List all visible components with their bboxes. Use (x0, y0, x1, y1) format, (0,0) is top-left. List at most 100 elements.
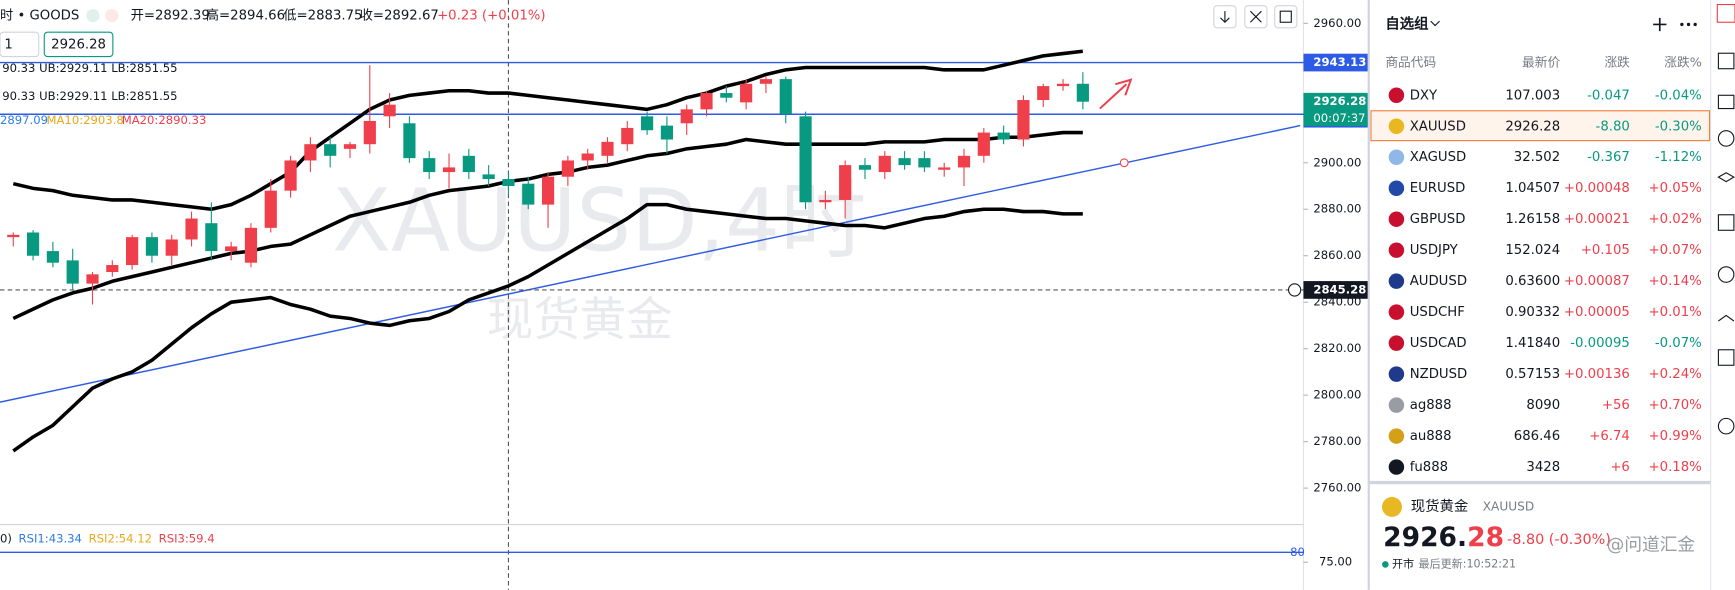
symbol-icon (1388, 366, 1405, 382)
status-icon (105, 8, 119, 23)
chart-buttons (1213, 5, 1298, 29)
toolbar-icon[interactable] (1718, 314, 1735, 322)
column-header: 最新价 (1522, 55, 1560, 70)
last-price-label: 2926.28 (1313, 94, 1366, 108)
row-percent: +0.01% (1649, 305, 1702, 320)
toolbar-icon[interactable] (1716, 3, 1735, 23)
rsi-tick-label: 75.00 (1319, 555, 1352, 569)
toolbar-icon[interactable] (1717, 172, 1735, 183)
candle-body (759, 79, 773, 84)
band-line (12, 49, 1084, 212)
candle-body (621, 127, 634, 145)
candle-body (581, 153, 594, 161)
symbol-icon (1388, 149, 1405, 165)
toolbar-icon[interactable] (1717, 349, 1735, 366)
symbol-icon (1388, 428, 1405, 444)
candle-body (343, 144, 357, 149)
crosshair-add-button[interactable] (1287, 283, 1302, 297)
row-symbol: AUDUSD (1410, 274, 1467, 289)
candle-body (126, 237, 139, 266)
toolbar-icon[interactable] (1717, 266, 1735, 283)
selected-row[interactable] (1370, 110, 1711, 142)
ma10-indicator: MA10:2903.8 (46, 113, 123, 127)
row-symbol: DXY (1410, 88, 1438, 103)
toolbar-icon[interactable] (1717, 94, 1735, 110)
symbol-icon (1382, 496, 1402, 517)
row-last: 2926.28 (1505, 119, 1560, 134)
candle-body (898, 158, 911, 166)
candle-body (106, 265, 119, 272)
status-dot (1382, 561, 1389, 568)
plot-area (0, 0, 1304, 590)
candle-body (641, 116, 654, 131)
add-button[interactable] (1653, 17, 1667, 32)
symbol-icon (1388, 273, 1405, 289)
candle-body (1037, 86, 1050, 101)
ohlc-low: 低=2883.75 (283, 8, 362, 24)
symbol-icon (1388, 459, 1405, 475)
y-tick-label: 2760.00 (1313, 481, 1361, 495)
row-change: -8.80 (1596, 119, 1630, 134)
candle-body (46, 251, 59, 263)
candle-body (264, 190, 277, 228)
candle-body (205, 223, 218, 252)
candle-body (502, 179, 515, 187)
candle-body (957, 155, 971, 168)
candle-body (423, 158, 436, 173)
toolbar-icon[interactable] (1717, 417, 1735, 435)
fullscreen-button[interactable] (1274, 5, 1298, 29)
detail-name: 现货黄金 (1411, 498, 1469, 515)
row-change: +0.105 (1581, 243, 1630, 258)
toolbar-icon[interactable] (1717, 52, 1735, 70)
symbol-icon (1388, 87, 1405, 104)
input-box[interactable] (0, 31, 40, 58)
candle-body (165, 239, 178, 256)
symbol-icon (1388, 335, 1405, 351)
crosshair-label-box (1303, 281, 1368, 299)
candle-body (66, 260, 79, 284)
candle-body (997, 132, 1010, 140)
column-header: 涨跌 (1604, 55, 1630, 70)
row-symbol: ag888 (1410, 398, 1452, 413)
side-toolbar (1716, 3, 1735, 435)
candle-body (541, 176, 555, 205)
candle-body (304, 144, 317, 161)
price-box[interactable] (43, 31, 114, 58)
row-symbol: au888 (1410, 429, 1452, 444)
symbol-label: 时 • GOODS (0, 8, 79, 24)
detail-change: -8.80 (-0.30%) (1507, 532, 1611, 548)
ohlc-high: 高=2894.66 (206, 7, 285, 24)
row-last: 3428 (1526, 460, 1560, 475)
ma5-indicator: 2897.09 (0, 113, 48, 127)
more-button[interactable] (1680, 22, 1697, 27)
candle-body (482, 174, 495, 180)
row-last: 1.26158 (1505, 212, 1560, 227)
row-change: +6 (1610, 460, 1630, 475)
row-last: 686.46 (1514, 429, 1560, 444)
candle-body (1017, 100, 1030, 140)
watchlist-panel: 自选组 现货黄金 XAUUSD 2926.28 -8.80 (-0.30%) 开… (1368, 14, 1711, 570)
price-box-value: 2926.28 (51, 37, 106, 52)
candle-body (1056, 83, 1070, 87)
row-last: 0.57153 (1505, 367, 1560, 382)
symbol-icon (1388, 211, 1405, 227)
row-last: 152.024 (1505, 243, 1560, 258)
crosshair-label: 2845.28 (1313, 282, 1366, 296)
watchlist-title[interactable]: 自选组 (1385, 14, 1429, 32)
toolbar-icon[interactable] (1717, 214, 1735, 231)
detail-status: 开市 (1392, 556, 1414, 570)
y-tick-label: 2880.00 (1313, 202, 1361, 216)
candle-body (522, 183, 535, 205)
detail-price-int: 2926. (1383, 521, 1467, 552)
ohlc-open: 开=2892.39 (131, 9, 210, 24)
rsi-header: RSI2:54.12 (89, 531, 152, 545)
toolbar-icon[interactable] (1717, 130, 1735, 147)
candle-body (779, 79, 792, 114)
row-change: -0.047 (1587, 88, 1630, 103)
detail-price: 2926.28 (1383, 521, 1504, 552)
row-change: +56 (1602, 398, 1630, 413)
row-symbol: XAUUSD (1410, 119, 1466, 134)
icon (1220, 11, 1230, 24)
